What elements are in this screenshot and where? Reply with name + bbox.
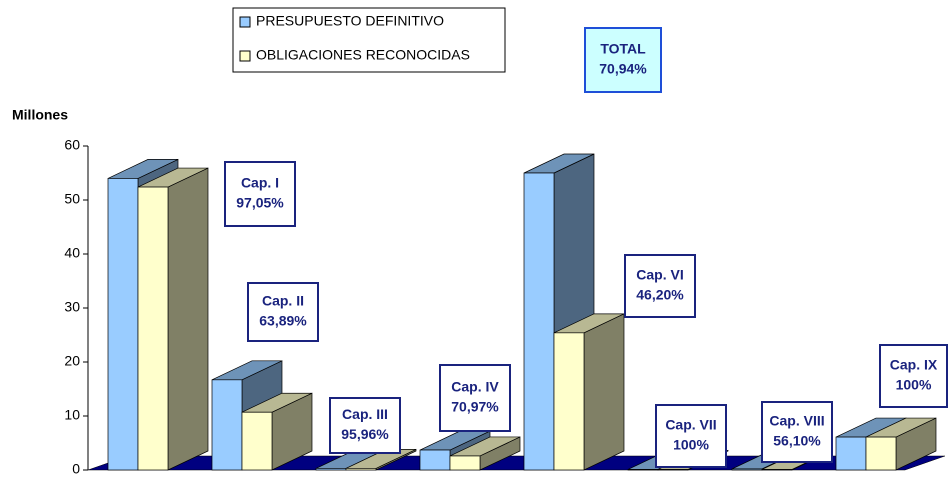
total-box-text: TOTAL [600, 41, 646, 57]
annotation-box-text: Cap. I [241, 175, 279, 191]
total-box [584, 27, 662, 93]
legend-swatch [239, 50, 251, 62]
bar [627, 469, 659, 471]
annotation-box-text: Cap. IX [890, 357, 938, 373]
bar [761, 469, 793, 471]
total-box-text: 70,94% [599, 61, 647, 77]
annotation-box-text: Cap. II [262, 293, 304, 309]
annotation-box [879, 344, 948, 408]
bar [211, 379, 243, 471]
bar [657, 469, 689, 471]
annotation-box-text: 46,20% [636, 287, 684, 303]
annotation-box-text: Cap. VIII [769, 413, 824, 429]
bar [315, 468, 347, 471]
annotation-box-text: 100% [673, 437, 709, 453]
annotation-box [329, 397, 401, 454]
annotation-box [761, 401, 833, 463]
annotation-box-text: Cap. III [342, 406, 388, 422]
y-axis-label: Millones [12, 107, 68, 123]
y-tick-label: 30 [64, 299, 80, 315]
annotation-box [247, 282, 319, 342]
bar [137, 186, 169, 471]
annotation-box [224, 161, 296, 227]
bar [553, 332, 585, 471]
y-tick-label: 20 [64, 353, 80, 369]
bar [107, 178, 139, 471]
bar-side [583, 313, 625, 471]
annotation-box-text: 95,96% [341, 426, 389, 442]
annotation-box-text: 97,05% [236, 195, 284, 211]
annotation-box-text: 70,97% [451, 399, 499, 415]
y-tick-label: 60 [64, 137, 80, 153]
bar [523, 172, 555, 471]
bar [835, 436, 867, 471]
legend-swatch [239, 16, 251, 28]
annotation-box-text: 56,10% [773, 433, 821, 449]
y-tick-label: 40 [64, 245, 80, 261]
y-tick-label: 10 [64, 407, 80, 423]
bar [731, 468, 763, 471]
bar-side [167, 167, 209, 471]
legend-label: OBLIGACIONES RECONOCIDAS [256, 47, 470, 63]
legend-label: PRESUPUESTO DEFINITIVO [256, 13, 444, 29]
annotation-box-text: 63,89% [259, 313, 307, 329]
y-tick-label: 50 [64, 191, 80, 207]
annotation-box-text: Cap. IV [451, 379, 499, 395]
annotation-box [439, 364, 511, 432]
bar [865, 436, 897, 471]
annotation-box-text: Cap. VII [665, 417, 716, 433]
annotation-box-text: Cap. VI [636, 267, 683, 283]
annotation-box [624, 254, 696, 318]
bar [419, 449, 451, 471]
bar [241, 411, 273, 471]
bar [345, 468, 377, 471]
annotation-box-text: 100% [896, 377, 932, 393]
y-tick-label: 0 [72, 461, 80, 477]
annotation-box [655, 404, 727, 468]
legend-box [232, 7, 506, 73]
bar [449, 455, 481, 471]
